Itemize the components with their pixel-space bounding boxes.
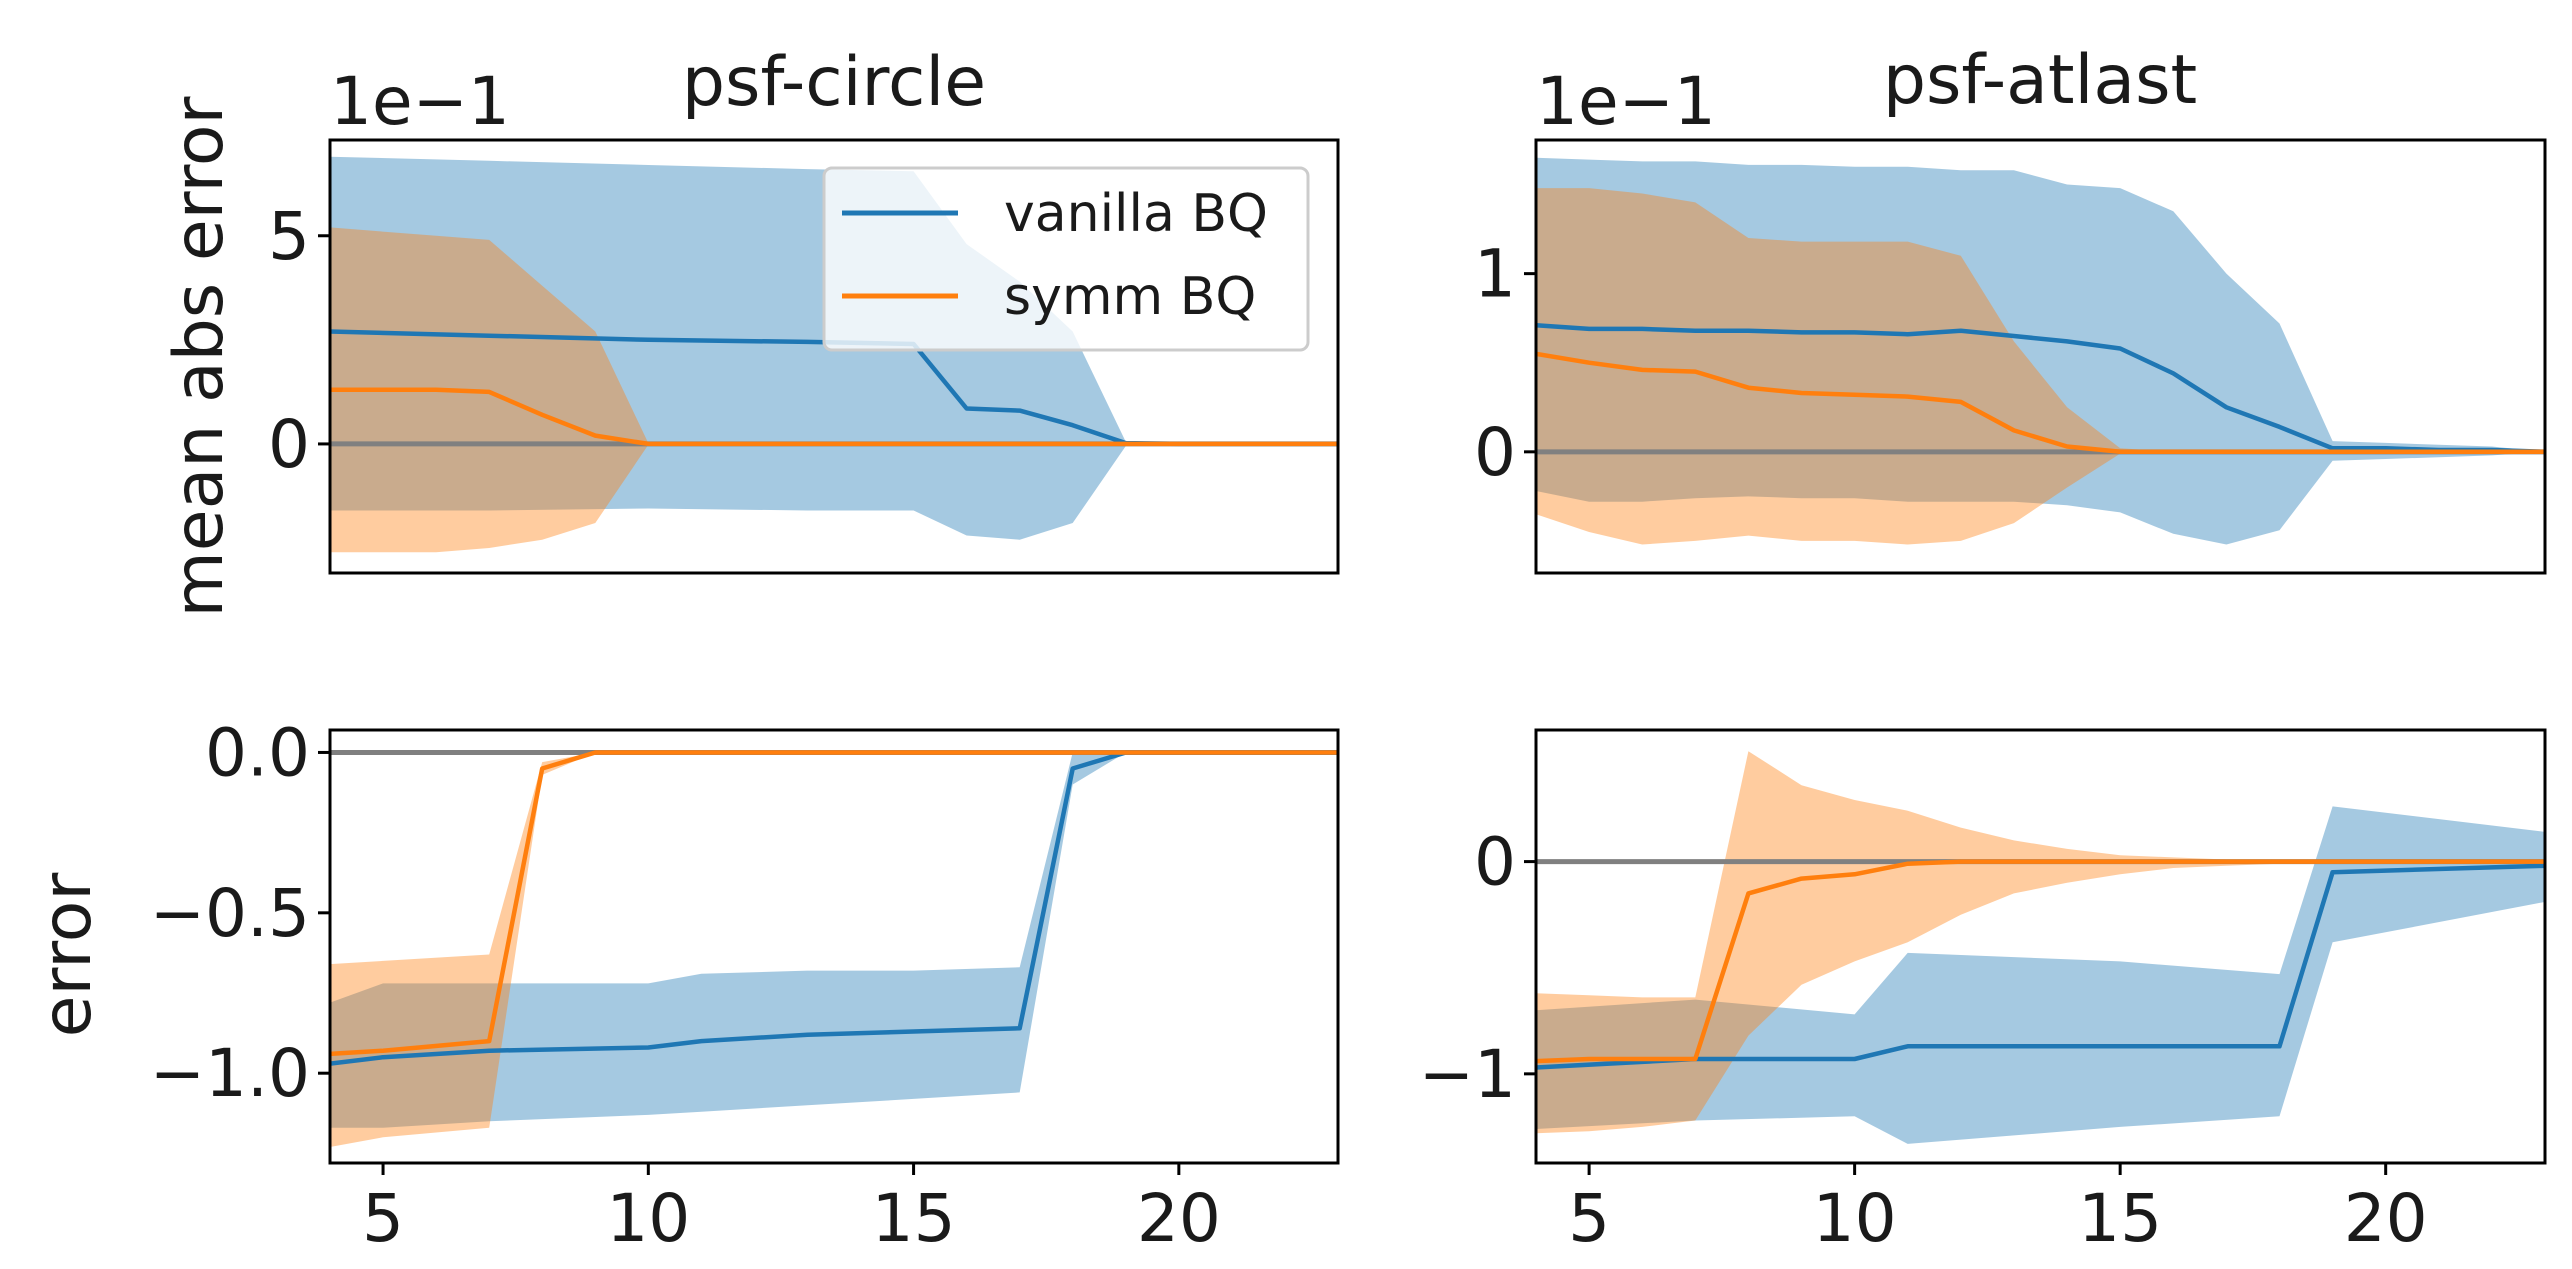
y-tick-label: 5 [268, 198, 310, 275]
x-tick-label: 15 [2078, 1180, 2162, 1257]
panel-title: psf-circle [682, 43, 986, 122]
band-symm [1536, 751, 2545, 1134]
offset-text: 1e−1 [330, 63, 510, 140]
x-ticks: 5 10 15 20 [1568, 1163, 2428, 1257]
y-tick-label: 0 [1474, 824, 1516, 901]
x-tick-label: 20 [2344, 1180, 2428, 1257]
plot-area [1536, 751, 2545, 1144]
x-tick-label: 10 [1813, 1180, 1897, 1257]
legend: vanilla BQ symm BQ [822, 166, 1310, 352]
panel-atlast-top: 10 psf-atlast 1e−1 [1474, 41, 2547, 575]
y-tick-label: −0.5 [150, 875, 310, 952]
band-symm [330, 227, 1338, 553]
line-vanilla [1536, 323, 2545, 455]
axes-frame [1534, 728, 2547, 1165]
line-vanilla [1536, 863, 2545, 1070]
y-tick-label: 0 [1474, 414, 1516, 491]
y-ticks: 0 −1 [1419, 824, 1536, 1113]
legend-label-symm: symm BQ [1004, 267, 1256, 327]
line-symm [1536, 351, 2545, 455]
line-symm [330, 387, 1338, 447]
y-ticks: 50 [268, 198, 330, 483]
y-axis-label: error [28, 873, 107, 1038]
y-axis-label: mean abs error [160, 96, 239, 617]
y-tick-label: 0 [268, 406, 310, 483]
legend-label-vanilla: vanilla BQ [1004, 184, 1268, 244]
x-tick-label: 5 [1568, 1180, 1610, 1257]
x-tick-label: 20 [1137, 1180, 1221, 1257]
line-symm [1536, 859, 2545, 1064]
band-vanilla [1536, 157, 2545, 545]
panel-atlast-bottom: 0 −1 5 10 15 20 [1419, 728, 2547, 1257]
plot-area [1536, 157, 2545, 545]
x-tick-label: 5 [362, 1180, 404, 1257]
y-ticks: 0.0 −0.5 −1.0 [150, 714, 330, 1112]
x-tick-label: 15 [872, 1180, 956, 1257]
y-tick-label: 0.0 [205, 714, 310, 791]
axes-frame [1534, 138, 2547, 575]
axes-frame [328, 728, 1340, 1165]
axes-frame [328, 138, 1340, 575]
line-symm [330, 750, 1338, 1057]
y-tick-label: −1.0 [150, 1035, 310, 1112]
y-tick-label: −1 [1419, 1036, 1516, 1113]
x-ticks: 5 10 15 20 [362, 1163, 1221, 1257]
band-symm [330, 752, 1338, 1147]
y-ticks: 10 [1474, 236, 1536, 491]
panel-circle-top: 50 psf-circle 1e−1 mean abs error vanill… [160, 43, 1340, 617]
band-vanilla [330, 752, 1338, 1128]
panel-circle-bottom: 0.0 −0.5 −1.0 5 10 15 20 error [28, 714, 1340, 1257]
plot-area [330, 749, 1338, 1147]
panel-title: psf-atlast [1883, 41, 2197, 120]
x-tick-label: 10 [606, 1180, 690, 1257]
y-tick-label: 1 [1474, 236, 1516, 313]
offset-text: 1e−1 [1536, 63, 1716, 140]
line-vanilla [330, 750, 1338, 1066]
band-symm [1536, 188, 2545, 545]
